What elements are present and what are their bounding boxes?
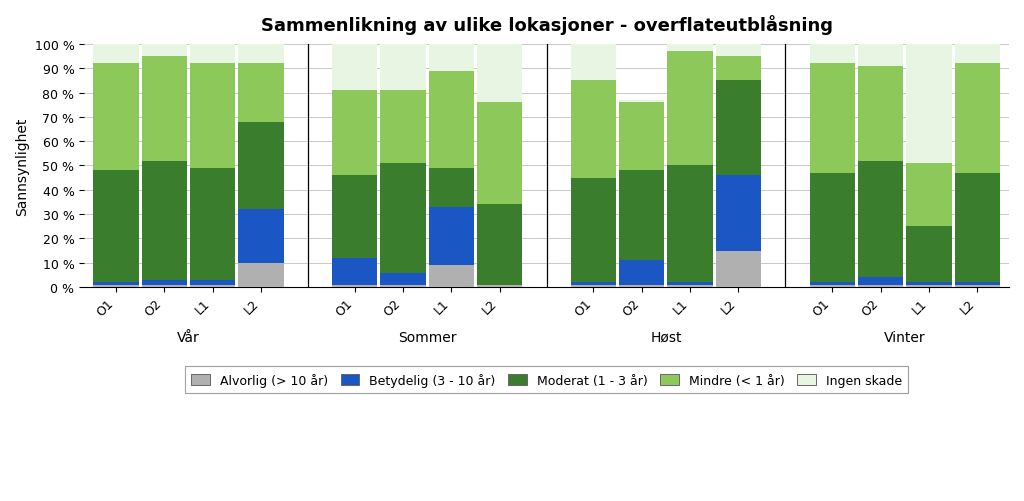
Legend: Alvorlig (> 10 år), Betydelig (3 - 10 år), Moderat (1 - 3 år), Mindre (< 1 år), : Alvorlig (> 10 år), Betydelig (3 - 10 år… [185, 367, 908, 393]
Bar [429, 266, 474, 288]
Bar [429, 72, 474, 169]
Bar [810, 285, 855, 288]
Bar [93, 171, 138, 283]
Title: Sammenlikning av ulike lokasjoner - overflateutblåsning: Sammenlikning av ulike lokasjoner - over… [260, 15, 833, 35]
Bar [620, 101, 665, 103]
Bar [858, 45, 903, 67]
Bar [570, 285, 616, 288]
Y-axis label: Sannsynlighet: Sannsynlighet [15, 117, 29, 215]
Bar [239, 263, 284, 288]
Bar [906, 283, 951, 285]
Bar [239, 122, 284, 210]
Bar [380, 285, 426, 288]
Text: Vår: Vår [177, 330, 200, 344]
Bar [858, 278, 903, 285]
Bar [954, 173, 999, 283]
Bar [858, 285, 903, 288]
Bar [716, 45, 761, 57]
Bar [141, 57, 187, 161]
Bar [189, 64, 236, 169]
Bar [570, 283, 616, 285]
Bar [810, 45, 855, 64]
Bar [668, 52, 713, 166]
Bar [716, 251, 761, 288]
Bar [429, 207, 474, 266]
Bar [332, 259, 377, 285]
Text: Vinter: Vinter [884, 330, 926, 344]
Bar [380, 45, 426, 91]
Bar [477, 103, 522, 205]
Bar [810, 64, 855, 173]
Bar [141, 280, 187, 285]
Bar [954, 64, 999, 173]
Bar [570, 45, 616, 81]
Bar [668, 283, 713, 285]
Bar [239, 64, 284, 122]
Bar [668, 45, 713, 52]
Bar [906, 227, 951, 283]
Bar [93, 64, 138, 171]
Bar [716, 176, 761, 251]
Bar [141, 161, 187, 280]
Bar [429, 169, 474, 207]
Bar [141, 285, 187, 288]
Bar [570, 178, 616, 283]
Bar [93, 285, 138, 288]
Bar [332, 176, 377, 259]
Bar [380, 273, 426, 285]
Bar [380, 91, 426, 164]
Bar [380, 164, 426, 273]
Bar [858, 67, 903, 161]
Bar [716, 57, 761, 81]
Bar [810, 173, 855, 283]
Bar [477, 285, 522, 288]
Bar [668, 166, 713, 283]
Bar [620, 103, 665, 171]
Text: Høst: Høst [650, 330, 682, 344]
Bar [906, 285, 951, 288]
Bar [141, 45, 187, 57]
Bar [189, 285, 236, 288]
Bar [189, 45, 236, 64]
Bar [477, 45, 522, 103]
Bar [332, 285, 377, 288]
Bar [716, 81, 761, 176]
Bar [239, 210, 284, 263]
Bar [668, 285, 713, 288]
Bar [570, 81, 616, 178]
Bar [189, 169, 236, 280]
Bar [954, 285, 999, 288]
Bar [189, 280, 236, 285]
Text: Sommer: Sommer [398, 330, 457, 344]
Bar [93, 283, 138, 285]
Bar [620, 285, 665, 288]
Bar [858, 161, 903, 278]
Bar [954, 283, 999, 285]
Bar [332, 91, 377, 176]
Bar [477, 205, 522, 285]
Bar [954, 45, 999, 64]
Bar [620, 171, 665, 261]
Bar [810, 283, 855, 285]
Bar [906, 164, 951, 227]
Bar [332, 45, 377, 91]
Bar [906, 45, 951, 164]
Bar [239, 45, 284, 64]
Bar [429, 45, 474, 72]
Bar [93, 45, 138, 64]
Bar [620, 261, 665, 285]
